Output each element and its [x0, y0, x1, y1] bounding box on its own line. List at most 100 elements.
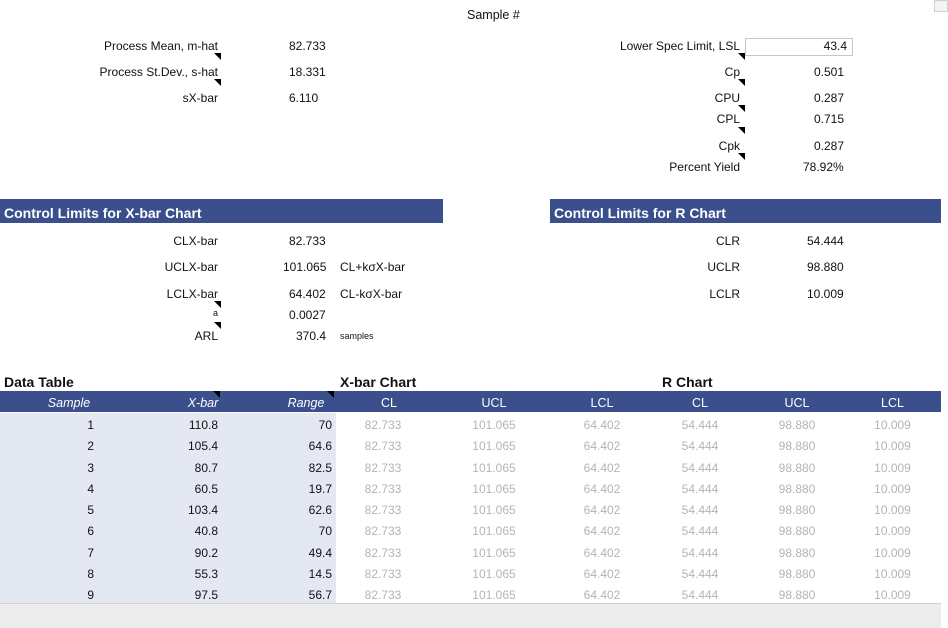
cell-r-lcl[interactable]: 10.009 [874, 481, 911, 496]
cell-xbar-cl[interactable]: 82.733 [364, 418, 402, 432]
cell-xbar-lcl[interactable]: 64.402 [583, 418, 621, 432]
cell-sample[interactable]: 6 [87, 524, 94, 539]
cell-xbar-ucl[interactable]: 101.065 [472, 567, 516, 582]
cell-xbar-cl[interactable]: 82.733 [364, 567, 402, 582]
cpl-value[interactable]: 0.715 [814, 112, 845, 126]
cell-xbar-cl[interactable]: 82.733 [364, 481, 402, 496]
col-header-xbar-lcl[interactable]: LCL [590, 396, 614, 410]
comment-indicator-icon[interactable] [738, 153, 745, 160]
cell-r-ucl[interactable]: 98.880 [778, 481, 816, 496]
cell-range[interactable]: 64.6 [308, 439, 332, 454]
cell-sample[interactable]: 4 [87, 481, 94, 496]
cell-r-ucl[interactable]: 98.880 [778, 524, 816, 539]
col-header-r-ucl[interactable]: UCL [784, 396, 810, 410]
cell-r-ucl[interactable]: 98.880 [778, 503, 816, 518]
scrollbar-corner[interactable] [934, 0, 948, 12]
comment-indicator-icon[interactable] [214, 322, 221, 329]
cell-xbar-ucl[interactable]: 101.065 [472, 503, 516, 518]
cell-sample[interactable]: 7 [87, 545, 94, 560]
cell-xbar-ucl[interactable]: 101.065 [472, 588, 516, 603]
cell-xbar-ucl[interactable]: 101.065 [472, 418, 516, 432]
cell-range[interactable]: 14.5 [308, 567, 332, 582]
cell-xbar-cl[interactable]: 82.733 [364, 545, 402, 560]
cell-xbar-ucl[interactable]: 101.065 [472, 481, 516, 496]
cell-xbar[interactable]: 55.3 [194, 567, 218, 582]
cell-r-cl[interactable]: 54.444 [681, 545, 719, 560]
cell-range[interactable]: 62.6 [308, 503, 332, 518]
cell-r-cl[interactable]: 54.444 [681, 588, 719, 603]
col-header-xbar[interactable]: X-bar [187, 396, 219, 410]
cell-xbar[interactable]: 97.5 [194, 588, 218, 603]
comment-indicator-icon[interactable] [738, 53, 745, 60]
cell-xbar-lcl[interactable]: 64.402 [583, 439, 621, 454]
comment-indicator-icon[interactable] [214, 301, 221, 308]
cell-xbar[interactable]: 105.4 [187, 439, 218, 454]
cell-xbar-cl[interactable]: 82.733 [364, 524, 402, 539]
arl-value[interactable]: 370.4 [296, 329, 327, 343]
cell-range[interactable]: 56.7 [308, 588, 332, 603]
process-stdev-value[interactable]: 18.331 [289, 65, 326, 79]
cell-r-lcl[interactable]: 10.009 [874, 545, 911, 560]
alpha-value[interactable]: 0.0027 [289, 308, 326, 322]
cell-sample[interactable]: 1 [87, 418, 94, 432]
cell-xbar[interactable]: 110.8 [188, 418, 218, 432]
cell-xbar-ucl[interactable]: 101.065 [472, 524, 516, 539]
cell-range[interactable]: 19.7 [308, 481, 332, 496]
comment-indicator-icon[interactable] [214, 53, 221, 60]
col-header-xbar-ucl[interactable]: UCL [481, 396, 507, 410]
cell-r-lcl[interactable]: 10.009 [874, 588, 911, 603]
cell-r-lcl[interactable]: 10.009 [874, 524, 911, 539]
uclr-value[interactable]: 98.880 [807, 260, 844, 274]
cell-range[interactable]: 70 [318, 524, 332, 539]
cell-r-ucl[interactable]: 98.880 [778, 567, 816, 582]
cell-r-ucl[interactable]: 98.880 [778, 460, 816, 475]
cell-xbar[interactable]: 60.5 [194, 481, 218, 496]
cell-xbar-lcl[interactable]: 64.402 [583, 567, 621, 582]
sxbar-value[interactable]: 6.110 [289, 91, 319, 105]
process-mean-value[interactable]: 82.733 [289, 39, 326, 53]
cell-r-cl[interactable]: 54.444 [681, 418, 719, 432]
cell-xbar-lcl[interactable]: 64.402 [583, 481, 621, 496]
cell-r-lcl[interactable]: 10.009 [874, 418, 911, 432]
cell-r-ucl[interactable]: 98.880 [778, 545, 816, 560]
cell-range[interactable]: 49.4 [308, 545, 332, 560]
cell-xbar[interactable]: 90.2 [194, 545, 218, 560]
cell-r-cl[interactable]: 54.444 [681, 524, 719, 539]
percent-yield-value[interactable]: 78.92% [803, 160, 844, 174]
lclr-value[interactable]: 10.009 [807, 287, 844, 301]
clr-value[interactable]: 54.444 [807, 234, 844, 248]
cell-range[interactable]: 70 [318, 418, 332, 432]
col-header-range[interactable]: Range [287, 396, 325, 410]
cell-xbar-lcl[interactable]: 64.402 [583, 545, 621, 560]
cell-xbar-cl[interactable]: 82.733 [364, 503, 402, 518]
cp-value[interactable]: 0.501 [814, 65, 845, 79]
cell-xbar-lcl[interactable]: 64.402 [583, 460, 621, 475]
cell-xbar-cl[interactable]: 82.733 [364, 460, 402, 475]
cell-xbar-lcl[interactable]: 64.402 [583, 503, 621, 518]
cell-r-ucl[interactable]: 98.880 [778, 439, 816, 454]
cell-r-lcl[interactable]: 10.009 [874, 439, 911, 454]
cell-sample[interactable]: 2 [87, 439, 94, 454]
col-header-r-cl[interactable]: CL [692, 396, 708, 410]
cpu-value[interactable]: 0.287 [814, 91, 845, 105]
cell-sample[interactable]: 8 [87, 567, 94, 582]
cell-r-cl[interactable]: 54.444 [681, 567, 719, 582]
cell-r-cl[interactable]: 54.444 [681, 503, 719, 518]
cell-xbar[interactable]: 103.4 [187, 503, 218, 518]
comment-indicator-icon[interactable] [214, 79, 221, 86]
cell-r-lcl[interactable]: 10.009 [874, 503, 911, 518]
cell-range[interactable]: 82.5 [308, 460, 332, 475]
cpk-value[interactable]: 0.287 [814, 139, 845, 153]
col-header-sample[interactable]: Sample [47, 396, 91, 410]
cell-xbar-cl[interactable]: 82.733 [364, 439, 402, 454]
cell-xbar-cl[interactable]: 82.733 [364, 588, 402, 603]
cell-xbar-lcl[interactable]: 64.402 [583, 588, 621, 603]
clxbar-value[interactable]: 82.733 [289, 234, 326, 248]
cell-r-cl[interactable]: 54.444 [681, 481, 719, 496]
cell-sample[interactable]: 9 [87, 588, 94, 603]
uclxbar-value[interactable]: 101.065 [283, 260, 327, 274]
cell-r-cl[interactable]: 54.444 [681, 439, 719, 454]
cell-r-lcl[interactable]: 10.009 [874, 460, 911, 475]
cell-r-cl[interactable]: 54.444 [681, 460, 719, 475]
cell-xbar-lcl[interactable]: 64.402 [583, 524, 621, 539]
